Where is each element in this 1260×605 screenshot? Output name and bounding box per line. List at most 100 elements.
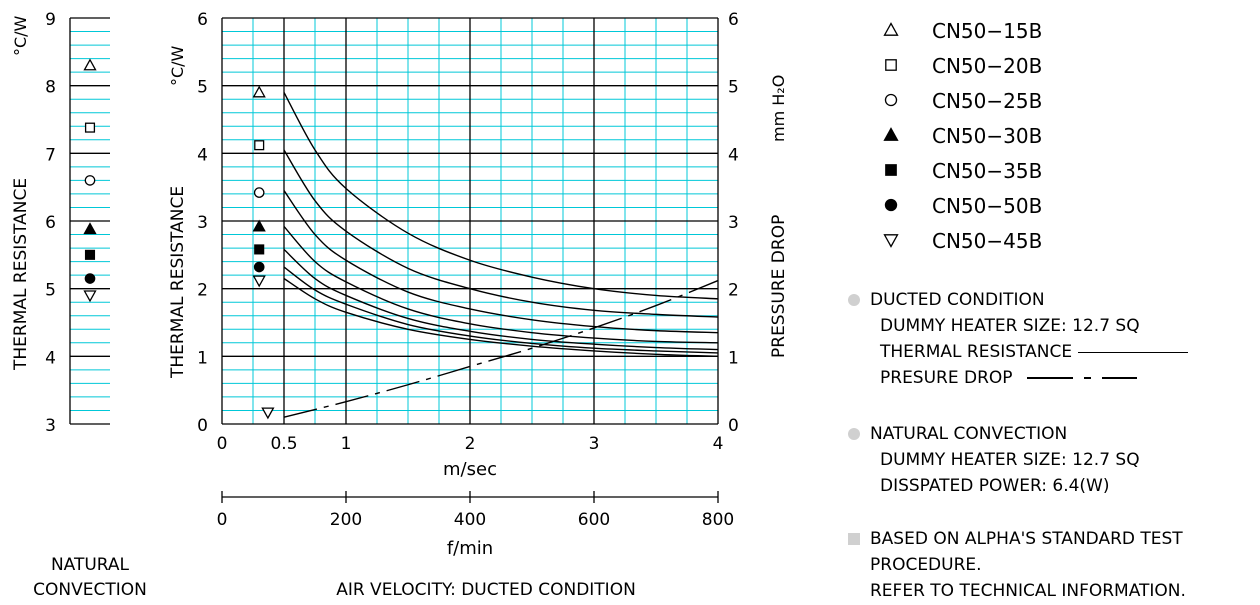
natural-y-tick-label: 5 [45,281,56,301]
thermal-resistance-curve [283,277,719,358]
ducted-y2-tick-label: 3 [728,213,739,233]
natural-point-marker [84,175,96,186]
ducted-heater-size: DUMMY HEATER SIZE: 12.7 SQ [880,316,1140,336]
ducted-x-tick-label: 3 [589,434,600,454]
ducted-x-tick-label: 1 [341,434,352,454]
legend-marker-icon [883,22,899,36]
pressure-drop-key: PRESURE DROP [846,365,1256,391]
thermal-resistance-key: THERMAL RESISTANCE [846,339,1256,365]
circle-bullet-icon [848,428,860,440]
natural-heater-size: DUMMY HEATER SIZE: 12.7 SQ [880,450,1140,470]
ducted-x-tick-label: 0 [217,434,228,454]
dash-dot-line-icon [1026,377,1137,379]
ducted-x-axis-label: m/sec [443,459,497,480]
natural-point-marker [83,222,97,235]
pressure-drop-curve [283,279,719,418]
square-bullet-icon [848,533,860,545]
based-notes-line-1: BASED ON ALPHA'S STANDARD TEST [870,529,1183,549]
ducted-y2-tick-label: 2 [728,281,739,301]
circle-bullet-icon [848,294,860,306]
ducted-y2-tick-label: 0 [728,416,739,436]
legend-label: CN50−35B [932,159,1042,183]
natural-y-tick-label: 9 [45,10,56,30]
legend-label: CN50−30B [932,124,1042,148]
ducted-y-tick-label: 2 [197,281,208,301]
legend-marker-icon [883,127,899,141]
f-per-min-axis-label: f/min [447,538,493,559]
ducted-series-marker [254,140,265,151]
ducted-x-tick-label: 0.5 [270,434,297,454]
natural-y-axis-label: THERMAL RESISTANCE [11,178,31,371]
ducted-y-axis-label: THERMAL RESISTANCE [168,186,188,379]
ducted-y-tick-label: 6 [197,10,208,30]
legend-label: CN50−50B [932,194,1042,218]
based-notes-line-3: REFER TO TECHNICAL INFORMATION. [870,581,1186,601]
natural-y-tick-label: 8 [45,78,56,98]
ducted-notes-header: DUCTED CONDITION [846,287,1256,313]
pressure-drop-axis-label: PRESSURE DROP [769,215,789,358]
ducted-series-marker [253,187,265,198]
thermal-resistance-curve [283,149,719,318]
based-notes: BASED ON ALPHA'S STANDARD TEST PROCEDURE… [846,526,1256,604]
ducted-series-marker [252,219,266,232]
f-per-min-tick-label: 800 [702,510,734,530]
natural-caption-line-1: NATURAL [51,555,130,575]
natural-point-marker [84,249,96,260]
ducted-series-marker [254,244,265,255]
legend-label: CN50−15B [932,19,1042,43]
natural-caption-line-2: CONVECTION [33,580,147,600]
natural-y-unit-label: °C/W [11,15,30,56]
legend-label: CN50−45B [932,229,1042,253]
legend-label: CN50−25B [932,89,1042,113]
f-per-min-tick-label: 600 [578,510,610,530]
solid-line-icon [1078,351,1189,353]
ducted-y2-tick-label: 4 [728,145,739,165]
ducted-y2-tick-label: 1 [728,348,739,368]
f-per-min-tick-label: 400 [454,510,486,530]
thermal-resistance-curve [283,266,719,354]
legend-marker-icon [884,198,898,212]
ducted-series-marker [253,261,265,273]
legend-label: CN50−20B [932,54,1042,78]
pressure-drop-key-label: PRESURE DROP [880,368,1013,388]
ducted-series-marker [252,275,266,288]
natural-notes: NATURAL CONVECTION DUMMY HEATER SIZE: 12… [846,421,1256,499]
ducted-y-tick-label: 5 [197,78,208,98]
legend-marker-icon [885,164,897,176]
ducted-notes: DUCTED CONDITION DUMMY HEATER SIZE: 12.7… [846,287,1256,391]
ducted-x-tick-label: 2 [465,434,476,454]
ducted-y-tick-label: 1 [197,348,208,368]
ducted-x-tick-label: 4 [713,434,724,454]
ducted-y-tick-label: 3 [197,213,208,233]
ducted-caption: AIR VELOCITY: DUCTED CONDITION [336,580,636,600]
legend-marker-icon [885,59,897,71]
natural-y-tick-label: 3 [45,416,56,436]
ducted-y2-tick-label: 5 [728,78,739,98]
thermal-resistance-curve [283,225,719,344]
natural-point-marker [83,290,97,303]
thermal-resistance-curve [283,248,719,351]
legend-marker-icon [884,93,898,107]
natural-point-marker [84,273,96,284]
ducted-y-tick-label: 4 [197,145,208,165]
thermal-resistance-curve [283,190,719,334]
natural-y-tick-label: 4 [45,348,56,368]
natural-dissipated-power: DISSPATED POWER: 6.4(W) [880,476,1110,496]
based-notes-line-2: PROCEDURE. [870,555,982,575]
natural-notes-header-text: NATURAL CONVECTION [870,424,1068,444]
natural-notes-header: NATURAL CONVECTION [846,421,1256,447]
pressure-drop-unit-label: mm H₂O [769,75,788,142]
legend-marker-icon [883,234,899,248]
ducted-notes-header-text: DUCTED CONDITION [870,290,1045,310]
pressure-drop-marker [261,407,275,420]
ducted-y-unit-label: °C/W [168,45,187,86]
ducted-y2-tick-label: 6 [728,10,739,30]
thermal-resistance-curve [283,92,719,300]
natural-point-marker [83,58,97,71]
thermal-resistance-key-label: THERMAL RESISTANCE [880,342,1073,362]
natural-y-tick-label: 7 [45,145,56,165]
ducted-series-marker [252,85,266,98]
f-per-min-tick-label: 200 [330,510,362,530]
